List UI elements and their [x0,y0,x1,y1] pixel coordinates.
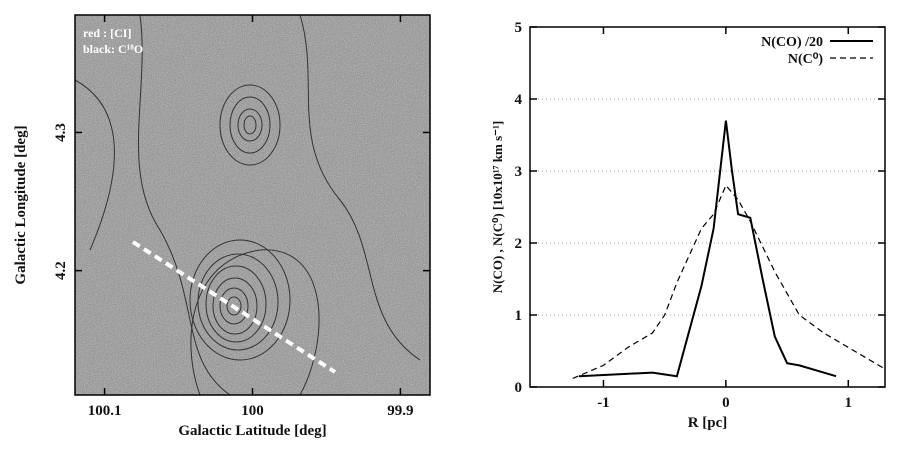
map-annotation: red : [CI] [83,26,131,40]
y-tick-label: 5 [515,20,523,36]
y-tick-label: 4.3 [53,123,69,142]
map-annotation: black: C¹⁸O [83,42,143,56]
y-axis-label: N(CO) , N(C⁰) [10x10¹⁷ km s⁻¹] [490,121,505,294]
y-axis-label: Galactic Longitude [deg] [13,125,29,284]
x-tick-label: 100.1 [88,403,122,419]
y-tick-label: 4 [515,92,523,108]
series-line [578,120,837,378]
y-tick-label: 2 [515,236,523,252]
x-tick-label: -1 [597,395,610,411]
legend-label: N(CO) /20 [761,35,823,50]
x-tick-label: 0 [722,395,730,411]
y-tick-label: 4.2 [53,261,69,280]
x-tick-label: 100 [241,403,264,419]
series-line [572,184,885,379]
plot-frame [74,14,431,396]
x-axis-label: R [pc] [688,415,728,431]
x-tick-label: 99.9 [387,403,413,419]
x-axis-label: Galactic Latitude [deg] [178,423,326,439]
y-tick-label: 0 [515,380,523,396]
series-group [572,120,885,379]
map-image [75,15,430,395]
y-tick-label: 3 [515,164,523,180]
x-tick-label: 1 [845,395,853,411]
legend-label: N(C⁰) [788,52,823,67]
y-tick-label: 1 [515,308,523,324]
plot-frame [529,26,886,388]
